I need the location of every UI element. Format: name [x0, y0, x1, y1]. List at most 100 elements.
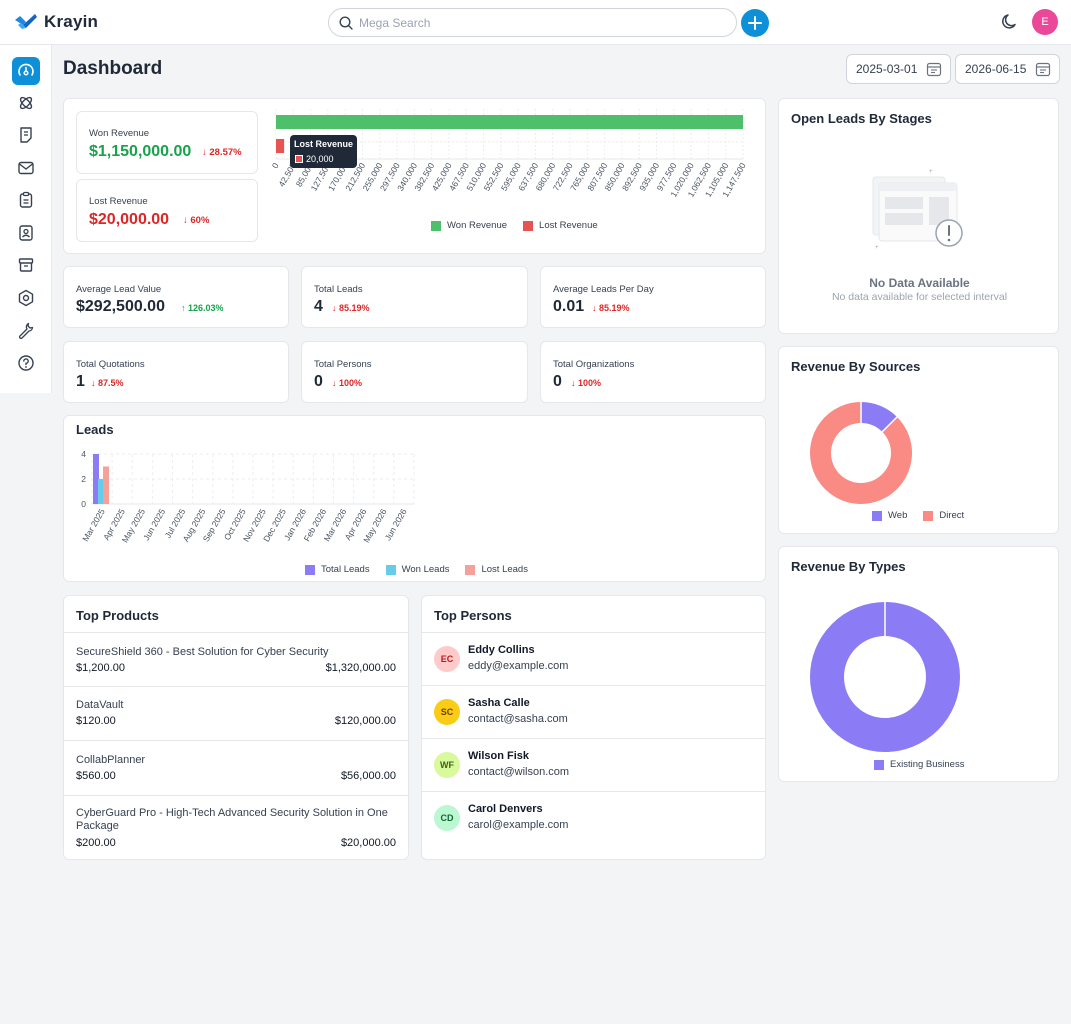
- lost-revenue-label: Lost Revenue: [89, 196, 148, 207]
- leads-legend: Total Leads Won Leads Lost Leads: [305, 564, 528, 575]
- person-avatar: SC: [434, 699, 460, 725]
- end-date-value: 2026-06-15: [965, 62, 1027, 76]
- revenue-tooltip: Lost Revenue 20,000: [290, 135, 357, 168]
- revenue-types-title: Revenue By Types: [791, 559, 906, 574]
- bar-lost-revenue: [276, 139, 285, 153]
- bar-lost-leads: [103, 466, 109, 504]
- won-revenue-value: $1,150,000.00: [89, 143, 192, 160]
- calendar-icon: [926, 62, 942, 77]
- legend-total-label: Total Leads: [321, 564, 370, 575]
- y-tick-label: 0: [81, 499, 86, 509]
- revenue-sources-donut-chart: [810, 402, 912, 504]
- person-name: Wilson Fisk: [468, 750, 530, 762]
- revenue-types-donut-chart: [810, 602, 960, 752]
- slice-existing-business: [810, 602, 960, 752]
- quick-create-button[interactable]: [741, 9, 769, 37]
- y-tick-label: 4: [81, 449, 86, 459]
- sidebar-item-mail[interactable]: [12, 154, 40, 182]
- sidebar-item-activities[interactable]: [12, 186, 40, 214]
- stat-total-persons: Total Persons 0 ↓ 100%: [301, 341, 528, 403]
- legend-swatch-existing-business: [874, 759, 884, 770]
- dark-mode-toggle[interactable]: [1000, 12, 1020, 37]
- arrow-down-icon: ↓: [332, 303, 337, 313]
- legend-swatch-lost: [465, 564, 476, 575]
- stat-change-value: 85.19%: [339, 303, 370, 313]
- app-logo[interactable]: Krayin: [14, 12, 98, 32]
- x-tick-label: 0: [270, 161, 281, 170]
- stat-change: ↓ 87.5%: [91, 378, 124, 388]
- end-date-picker[interactable]: 2026-06-15: [955, 54, 1060, 84]
- arrow-down-icon: ↓: [91, 378, 96, 388]
- start-date-picker[interactable]: 2025-03-01: [846, 54, 951, 84]
- person-email: eddy@example.com: [468, 660, 569, 672]
- legend-existing-business-label: Existing Business: [890, 759, 965, 770]
- empty-state-illustration-icon: + +: [872, 169, 963, 251]
- search-input[interactable]: [359, 15, 699, 30]
- dashboard-gauge-icon: [18, 63, 34, 76]
- mail-icon: [18, 161, 34, 175]
- person-avatar: CD: [434, 805, 460, 831]
- revenue-by-sources-card: Revenue By Sources Web Direct: [778, 346, 1059, 534]
- stat-change: ↓ 85.19%: [592, 303, 630, 313]
- top-products-card: Top Products SecureShield 360 - Best Sol…: [63, 595, 409, 860]
- sidebar-item-quotes[interactable]: [12, 121, 40, 149]
- activities-clipboard-icon: [19, 191, 33, 208]
- product-row[interactable]: SecureShield 360 - Best Solution for Cyb…: [64, 632, 408, 687]
- revenue-legend: Won Revenue Lost Revenue: [431, 220, 598, 231]
- stat-average-leads-per-day: Average Leads Per Day 0.01 ↓ 85.19%: [540, 266, 766, 328]
- person-avatar: EC: [434, 646, 460, 672]
- empty-state-title: No Data Available: [869, 276, 970, 290]
- revenue-by-types-card: Revenue By Types Existing Business: [778, 546, 1059, 782]
- stat-label: Total Organizations: [553, 359, 635, 370]
- top-persons-title: Top Persons: [434, 608, 512, 623]
- product-name: SecureShield 360 - Best Solution for Cyb…: [76, 646, 329, 658]
- stat-value: $292,500.00: [76, 298, 165, 315]
- person-row[interactable]: SC Sasha Calle contact@sasha.com: [422, 685, 766, 738]
- stat-average-lead-value: Average Lead Value $292,500.00 ↑ 126.03%: [63, 266, 289, 328]
- product-row[interactable]: CollabPlanner $560.00 $56,000.00: [64, 740, 408, 795]
- bar-won-revenue: [276, 115, 743, 129]
- tooltip-title: Lost Revenue: [294, 139, 354, 149]
- top-bar: Krayin E: [0, 0, 1071, 45]
- user-avatar[interactable]: E: [1032, 9, 1058, 35]
- sidebar-item-configuration[interactable]: [12, 316, 40, 344]
- person-row[interactable]: EC Eddy Collins eddy@example.com: [422, 632, 766, 685]
- sidebar-item-help[interactable]: [12, 349, 40, 377]
- person-email: carol@example.com: [468, 819, 569, 831]
- top-persons-card: Top Persons EC Eddy Collins eddy@example…: [421, 595, 766, 860]
- sidebar-item-dashboard[interactable]: [12, 57, 40, 85]
- won-revenue-label: Won Revenue: [89, 128, 150, 139]
- wrench-icon: [18, 322, 34, 339]
- lost-revenue-change-value: 60%: [190, 215, 210, 226]
- sidebar-item-contacts[interactable]: [12, 219, 40, 247]
- krayin-logo-icon: [15, 14, 37, 29]
- product-total: $56,000.00: [340, 770, 396, 782]
- person-row[interactable]: CD Carol Denvers carol@example.com: [422, 791, 766, 844]
- lost-revenue-change: ↓ 60%: [183, 215, 209, 226]
- product-row[interactable]: CyberGuard Pro - High-Tech Advanced Secu…: [64, 795, 408, 859]
- product-row[interactable]: DataVault $120.00 $120,000.00: [64, 686, 408, 740]
- settings-hexagon-icon: [18, 289, 34, 307]
- legend-swatch-won: [431, 220, 441, 231]
- app-name: Krayin: [44, 12, 99, 31]
- arrow-down-icon: ↓: [571, 378, 576, 388]
- revenue-sources-legend: Web Direct: [872, 510, 964, 521]
- person-email: contact@sasha.com: [468, 713, 568, 725]
- svg-text:+: +: [875, 245, 879, 251]
- contacts-icon: [19, 225, 33, 241]
- stat-total-quotations: Total Quotations 1 ↓ 87.5%: [63, 341, 289, 403]
- arrow-down-icon: ↓: [183, 215, 188, 226]
- stat-change-value: 100%: [578, 378, 602, 388]
- revenue-sources-title: Revenue By Sources: [791, 359, 921, 374]
- arrow-up-icon: ↑: [181, 303, 186, 313]
- product-price: $200.00: [76, 837, 116, 849]
- stat-value: 1: [76, 373, 85, 390]
- sidebar-item-products[interactable]: [12, 251, 40, 279]
- arrow-down-icon: ↓: [592, 303, 597, 313]
- tooltip-value: 20,000: [306, 154, 334, 164]
- sidebar-item-settings[interactable]: [12, 284, 40, 312]
- mega-search[interactable]: [328, 8, 737, 37]
- person-row[interactable]: WF Wilson Fisk contact@wilson.com: [422, 738, 766, 791]
- sidebar-item-leads[interactable]: [12, 89, 40, 117]
